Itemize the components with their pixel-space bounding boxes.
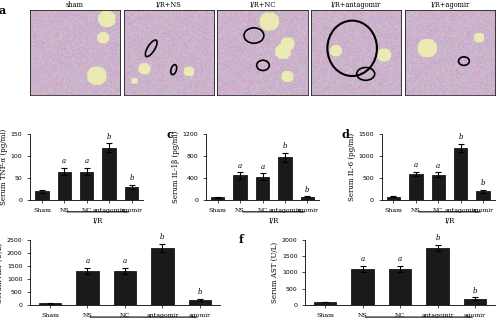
Text: b: b — [436, 234, 440, 242]
Bar — [314, 302, 336, 305]
Bar — [409, 174, 422, 200]
Text: f: f — [239, 234, 244, 245]
Text: a: a — [414, 161, 418, 169]
Text: b: b — [198, 288, 202, 296]
Title: I/R+NS: I/R+NS — [156, 1, 182, 9]
Bar — [151, 248, 174, 305]
Bar — [300, 197, 314, 200]
Text: a: a — [436, 162, 440, 170]
Bar — [38, 303, 61, 305]
Text: I/R: I/R — [268, 217, 279, 225]
Y-axis label: Serum IL-6 (pg/ml): Serum IL-6 (pg/ml) — [348, 133, 356, 201]
Text: a: a — [260, 162, 264, 171]
Text: I/R: I/R — [444, 217, 454, 225]
Title: I/R+antagomir: I/R+antagomir — [331, 1, 382, 9]
Bar — [58, 172, 71, 200]
Bar — [102, 148, 116, 200]
Text: a: a — [238, 162, 242, 169]
Text: a: a — [86, 257, 89, 266]
Text: b: b — [305, 186, 310, 194]
Text: I/R: I/R — [92, 217, 103, 225]
Text: a: a — [0, 5, 6, 16]
Bar — [76, 271, 98, 305]
Bar — [464, 299, 486, 305]
Y-axis label: Serum ALT (U/L): Serum ALT (U/L) — [0, 242, 4, 303]
Bar — [256, 176, 269, 200]
Bar — [389, 269, 411, 305]
Text: d: d — [342, 129, 350, 140]
Bar — [125, 187, 138, 200]
Bar — [352, 269, 374, 305]
Bar — [454, 148, 468, 200]
Text: b: b — [282, 142, 287, 150]
Text: a: a — [360, 255, 364, 263]
Bar — [211, 197, 224, 200]
Bar — [114, 271, 136, 305]
Y-axis label: Serum AST (U/L): Serum AST (U/L) — [271, 242, 279, 303]
Text: b: b — [481, 179, 486, 187]
Bar — [35, 191, 48, 200]
Text: a: a — [123, 257, 127, 266]
Title: I/R+agomir: I/R+agomir — [430, 1, 470, 9]
Bar — [432, 175, 445, 200]
Bar — [80, 172, 94, 200]
Bar — [188, 300, 211, 305]
Bar — [278, 157, 291, 200]
Title: sham: sham — [66, 1, 84, 9]
Text: b: b — [458, 133, 463, 141]
Y-axis label: Serum IL-1β (pg/ml): Serum IL-1β (pg/ml) — [172, 131, 180, 204]
Text: b: b — [473, 287, 478, 295]
Text: a: a — [62, 157, 66, 165]
Bar — [234, 176, 247, 200]
Text: a: a — [84, 157, 89, 165]
Bar — [426, 248, 449, 305]
Y-axis label: Serum TNF-α (pg/ml): Serum TNF-α (pg/ml) — [0, 129, 8, 205]
Text: b: b — [160, 233, 164, 241]
Text: a: a — [398, 255, 402, 263]
Text: b: b — [107, 133, 112, 141]
Text: b: b — [130, 174, 134, 182]
Bar — [386, 197, 400, 200]
Bar — [476, 191, 490, 200]
Title: I/R+NC: I/R+NC — [250, 1, 276, 9]
Text: c: c — [166, 129, 173, 140]
